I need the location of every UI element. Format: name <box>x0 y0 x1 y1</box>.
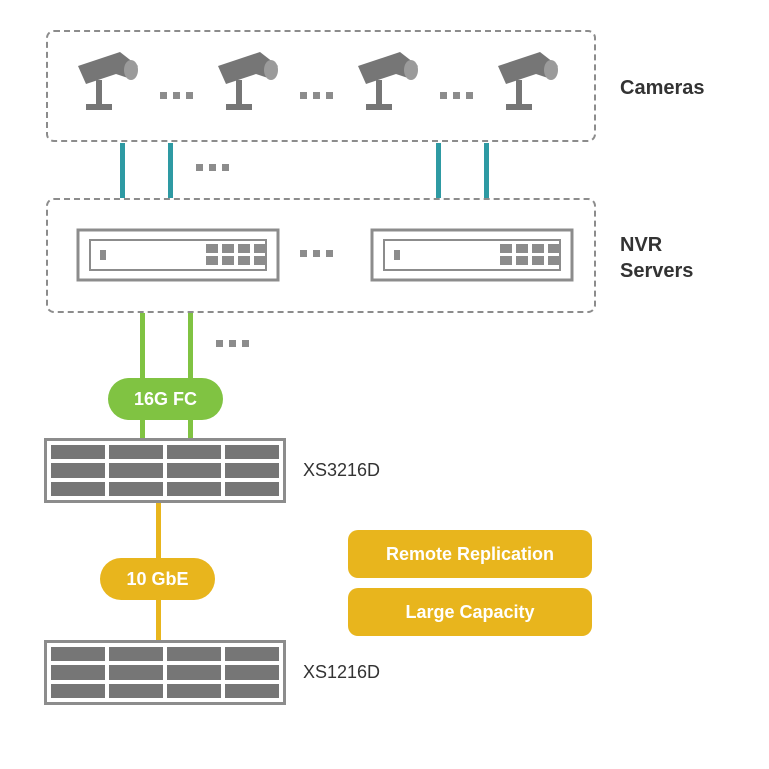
storage-xs3216d <box>44 438 286 503</box>
nvr-group-box <box>46 198 596 313</box>
badge-10-gbe: 10 GbE <box>100 558 215 600</box>
storage-bay <box>167 445 221 459</box>
nvr-servers-label: NVRServers <box>620 232 693 284</box>
storage-bay <box>109 665 163 679</box>
storage-bay <box>225 445 279 459</box>
storage-bay <box>167 684 221 698</box>
storage-bay <box>51 482 105 496</box>
storage-bay <box>225 463 279 477</box>
storage-xs1216d <box>44 640 286 705</box>
connection-line <box>484 143 489 198</box>
storage-bay <box>109 482 163 496</box>
storage-bay <box>167 463 221 477</box>
cameras-label: Cameras <box>620 75 705 101</box>
storage-bay <box>51 463 105 477</box>
storage-bay <box>51 684 105 698</box>
badge-large-capacity: Large Capacity <box>348 588 592 636</box>
connection-line <box>188 313 193 380</box>
ellipsis-dots <box>440 92 473 99</box>
connection-line <box>436 143 441 198</box>
storage-bay <box>109 463 163 477</box>
ellipsis-dots <box>216 340 249 347</box>
storage-bay <box>225 684 279 698</box>
badge-remote-replication: Remote Replication <box>348 530 592 578</box>
storage-bay <box>51 445 105 459</box>
storage-bay <box>109 684 163 698</box>
storage-bay <box>109 647 163 661</box>
badge-16g-fc: 16G FC <box>108 378 223 420</box>
storage-bay <box>225 647 279 661</box>
ellipsis-dots <box>196 164 229 171</box>
storage-bay <box>167 665 221 679</box>
storage-bay <box>51 647 105 661</box>
connection-line <box>120 143 125 198</box>
storage-bay <box>167 647 221 661</box>
storage1-label: XS3216D <box>303 460 380 481</box>
storage-bay <box>225 482 279 496</box>
cameras-group-box <box>46 30 596 142</box>
ellipsis-dots <box>300 92 333 99</box>
diagram-canvas: Cameras NVRServers XS3216D XS1216D 16G F… <box>0 0 769 769</box>
ellipsis-dots <box>160 92 193 99</box>
storage-bay <box>51 665 105 679</box>
connection-line <box>156 503 161 560</box>
connection-line <box>140 313 145 380</box>
storage-bay <box>167 482 221 496</box>
storage-bay <box>225 665 279 679</box>
storage-bay <box>109 445 163 459</box>
storage2-label: XS1216D <box>303 662 380 683</box>
connection-line <box>168 143 173 198</box>
